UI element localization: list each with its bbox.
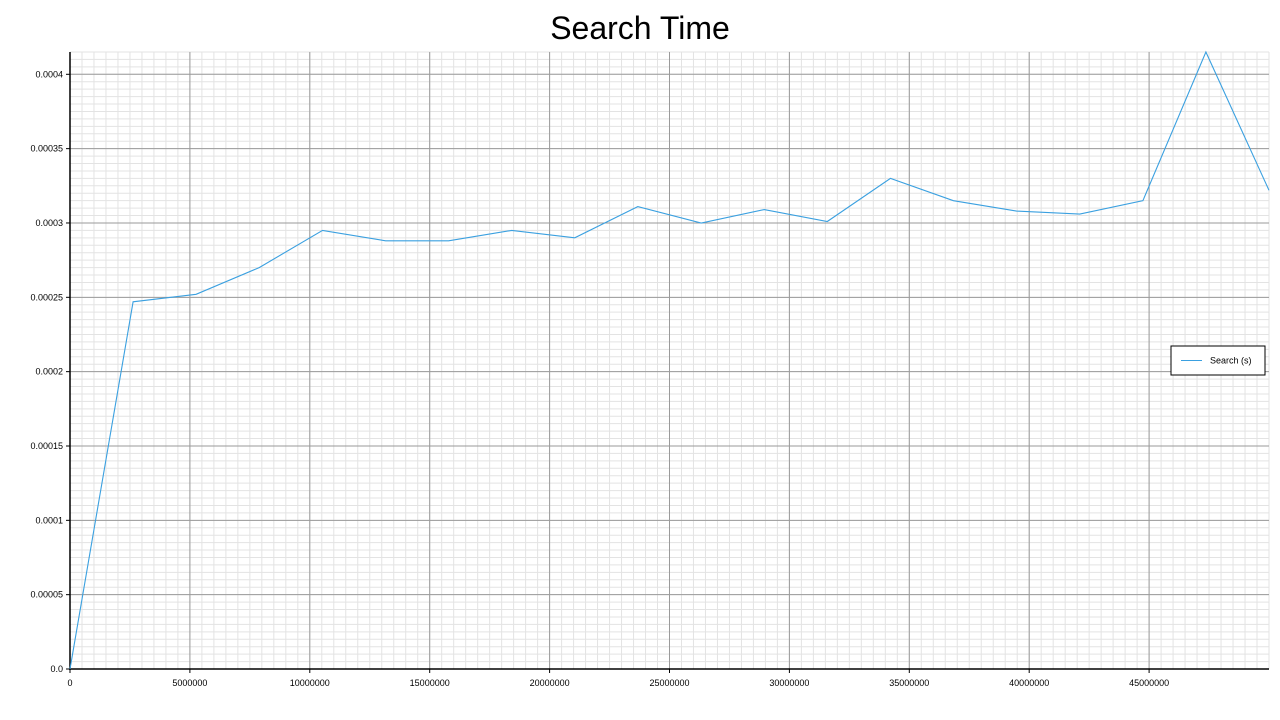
y-tick-label: 0.0003 — [35, 218, 63, 228]
y-tick-label: 0.00015 — [30, 441, 63, 451]
x-tick-label: 40000000 — [1009, 678, 1049, 688]
x-tick-label: 10000000 — [290, 678, 330, 688]
x-tick-label: 25000000 — [649, 678, 689, 688]
chart-title: Search Time — [550, 10, 730, 46]
y-tick-label: 0.0002 — [35, 367, 63, 377]
x-tick-label: 20000000 — [530, 678, 570, 688]
y-tick-label: 0.0004 — [35, 69, 63, 79]
series-line — [69, 50, 1270, 670]
y-tick-label: 0.00035 — [30, 144, 63, 154]
y-axis-ticks: 0.0 0.00005 0.0001 0.00015 0.0002 0.00025 0.00… — [30, 69, 70, 674]
legend: Search (s) — [1170, 345, 1266, 376]
y-tick-label: 0.0001 — [35, 515, 63, 525]
x-tick-label: 5000000 — [172, 678, 207, 688]
y-tick-label: 0.0 — [50, 664, 63, 674]
major-grid — [70, 52, 1269, 669]
x-tick-label: 0 — [67, 678, 72, 688]
y-tick-label: 0.00005 — [30, 590, 63, 600]
x-tick-label: 15000000 — [410, 678, 450, 688]
x-tick-label: 30000000 — [769, 678, 809, 688]
series-layer — [69, 50, 1270, 670]
x-tick-label: 35000000 — [889, 678, 929, 688]
legend-label: Search (s) — [1210, 356, 1252, 366]
x-axis-ticks: 0 5000000 10000000 15000000 20000000 25000000… — [67, 669, 1169, 688]
x-tick-label: 45000000 — [1129, 678, 1169, 688]
y-tick-label: 0.00025 — [30, 292, 63, 302]
